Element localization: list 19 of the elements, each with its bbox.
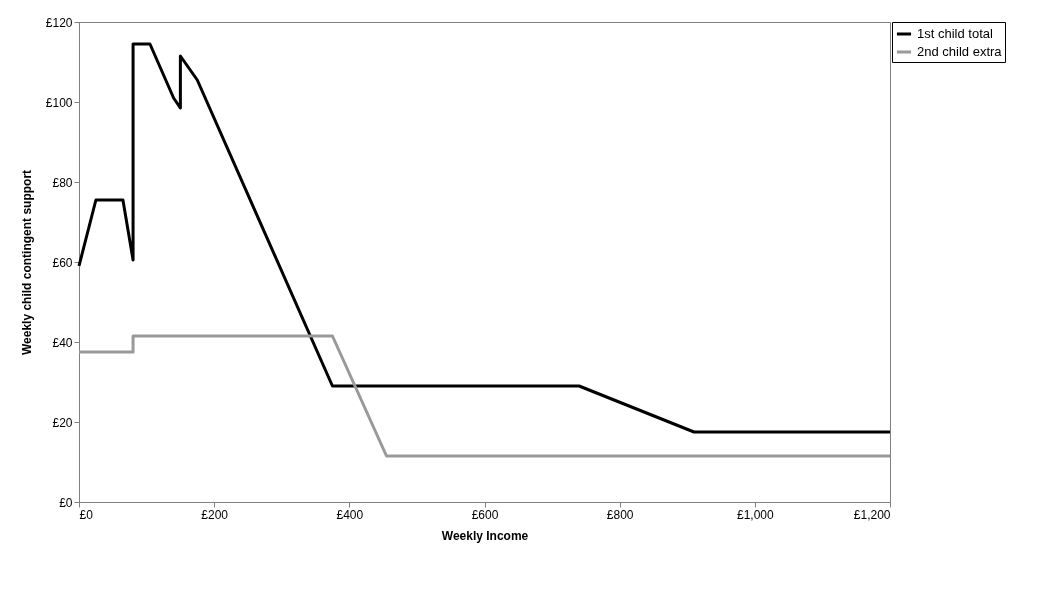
x-tick-label: £600 [471,507,499,522]
y-axis-title: Weekly child contingent support [19,169,34,356]
x-axis-title: Weekly Income [441,528,529,543]
y-tick-label: £120 [45,15,73,30]
legend-label: 1st child total [917,26,993,41]
y-tick-label: £40 [52,335,73,350]
x-tick-label: £800 [606,507,634,522]
x-tick-label: £0 [79,507,94,522]
x-tick-label: £200 [201,507,229,522]
y-tick-label: £80 [52,175,73,190]
legend-label: 2nd child extra [917,44,1003,59]
line-series [77,42,892,434]
x-tick-label: £1,200 [853,507,891,522]
y-tick-label: £0 [59,495,73,510]
y-tick-label: £20 [52,415,73,430]
y-tick-label: £60 [52,255,73,270]
x-tick-label: £1,000 [736,507,775,522]
x-tick-label: £400 [336,507,364,522]
y-tick-label: £100 [45,95,73,110]
